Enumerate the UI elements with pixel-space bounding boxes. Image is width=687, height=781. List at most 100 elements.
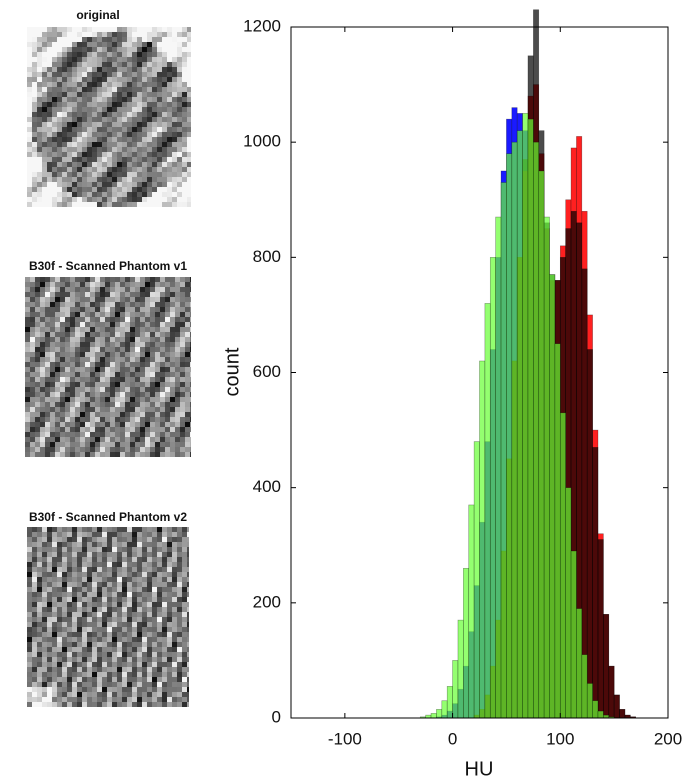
pixel: [57, 137, 62, 142]
pixel: [42, 152, 47, 157]
pixel: [105, 347, 110, 352]
pixel: [107, 52, 112, 57]
pixel: [25, 277, 30, 282]
pixel: [180, 377, 185, 382]
pixel: [77, 52, 82, 57]
pixel: [77, 632, 82, 637]
pixel: [175, 277, 180, 282]
pixel: [82, 572, 87, 577]
pixel: [32, 167, 37, 172]
pixel: [40, 407, 45, 412]
pixel: [162, 172, 167, 177]
pixel: [107, 157, 112, 162]
pixel: [130, 432, 135, 437]
pixel: [182, 682, 187, 687]
pixel: [172, 72, 177, 77]
pixel: [175, 292, 180, 297]
pixel: [27, 557, 32, 562]
pixel: [85, 287, 90, 292]
pixel: [172, 122, 177, 127]
pixel: [77, 567, 82, 572]
pixel: [57, 652, 62, 657]
pixel: [112, 597, 117, 602]
pixel: [47, 672, 52, 677]
pixel: [72, 592, 77, 597]
pixel: [177, 637, 182, 642]
pixel: [97, 542, 102, 547]
pixel: [82, 142, 87, 147]
pixel: [175, 297, 180, 302]
pixel: [42, 77, 47, 82]
pixel: [67, 532, 72, 537]
pixel: [155, 347, 160, 352]
pixel: [185, 402, 190, 407]
pixel: [82, 587, 87, 592]
pixel: [87, 542, 92, 547]
pixel: [77, 652, 82, 657]
pixel: [95, 422, 100, 427]
pixel: [162, 52, 167, 57]
pixel: [92, 617, 97, 622]
pixel: [75, 287, 80, 292]
pixel: [80, 347, 85, 352]
pixel: [157, 617, 162, 622]
pixel: [145, 417, 150, 422]
pixel: [42, 172, 47, 177]
pixel: [62, 542, 67, 547]
pixel: [182, 677, 187, 682]
pixel: [145, 452, 150, 457]
pixel: [175, 382, 180, 387]
pixel: [62, 622, 67, 627]
pixel: [187, 542, 189, 547]
pixel: [95, 417, 100, 422]
pixel: [87, 572, 92, 577]
pixel: [70, 342, 75, 347]
pixel: [132, 137, 137, 142]
pixel: [52, 612, 57, 617]
pixel: [187, 107, 191, 112]
pixel: [57, 142, 62, 147]
pixel: [177, 177, 182, 182]
pixel: [90, 282, 95, 287]
pixel: [102, 27, 107, 32]
pixel: [142, 592, 147, 597]
pixel: [180, 327, 185, 332]
pixel: [167, 152, 172, 157]
pixel: [187, 627, 189, 632]
pixel: [47, 27, 52, 32]
pixel: [125, 392, 130, 397]
pixel: [62, 537, 67, 542]
pixel: [37, 87, 42, 92]
pixel: [67, 627, 72, 632]
pixel: [57, 157, 62, 162]
pixel: [162, 627, 167, 632]
pixel: [190, 427, 191, 432]
pixel: [152, 542, 157, 547]
pixel: [107, 692, 112, 697]
pixel: [162, 547, 167, 552]
pixel: [57, 92, 62, 97]
pixel: [140, 297, 145, 302]
pixel: [57, 67, 62, 72]
pixel: [152, 52, 157, 57]
pixel: [115, 312, 120, 317]
pixel: [122, 527, 127, 532]
pixel: [102, 552, 107, 557]
pixel: [145, 312, 150, 317]
pixel: [127, 162, 132, 167]
pixel: [82, 102, 87, 107]
pixel: [122, 142, 127, 147]
pixel: [100, 302, 105, 307]
pixel: [137, 162, 142, 167]
pixel: [180, 397, 185, 402]
pixel: [97, 587, 102, 592]
pixel: [82, 687, 87, 692]
pixel: [142, 162, 147, 167]
pixel: [75, 447, 80, 452]
pixel: [27, 67, 32, 72]
pixel: [47, 692, 52, 697]
pixel: [92, 72, 97, 77]
pixel: [137, 702, 142, 707]
pixel: [67, 682, 72, 687]
pixel: [157, 672, 162, 677]
